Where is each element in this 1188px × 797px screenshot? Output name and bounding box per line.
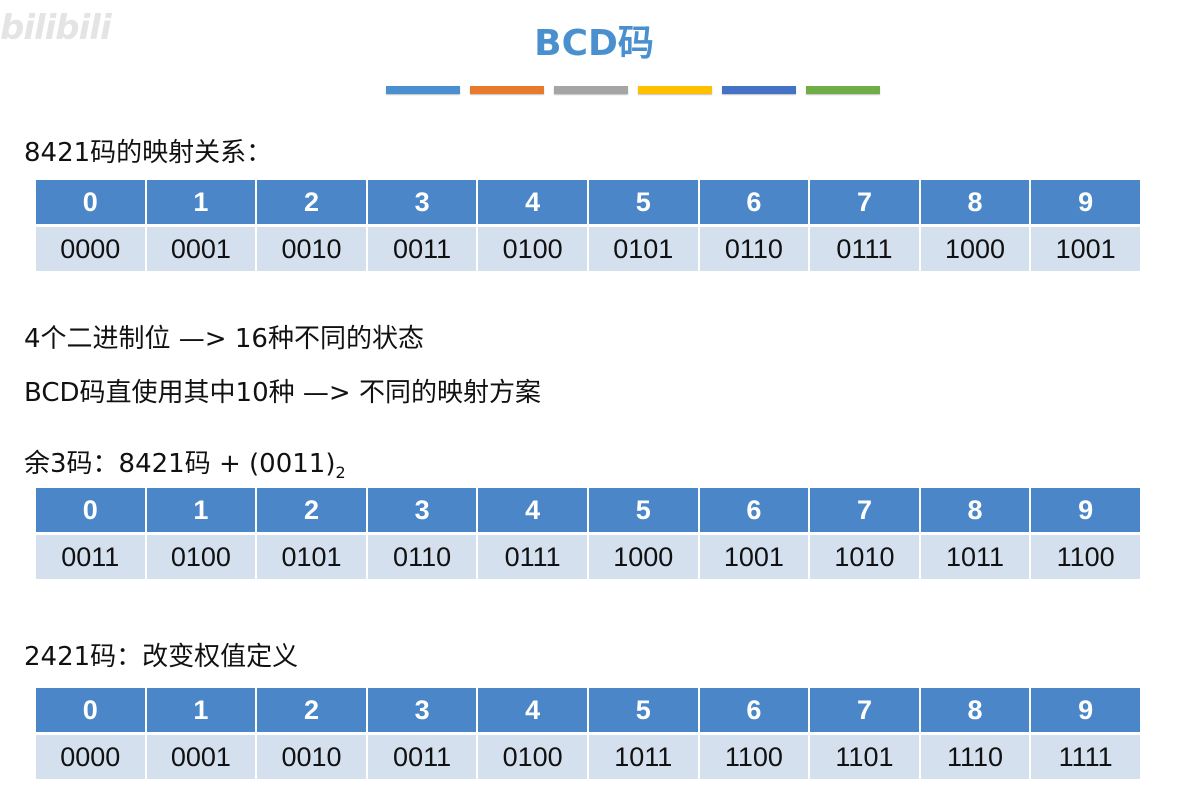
code-cell: 1000	[920, 227, 1030, 271]
digit-cell: 7	[810, 688, 919, 732]
digit-cell: 0	[36, 688, 145, 732]
digit-cell: 0	[36, 180, 145, 224]
code-cell: 0100	[478, 227, 587, 271]
code-cell: 1011	[588, 735, 698, 779]
color-bar-segment	[638, 86, 712, 94]
page-title: BCD码	[534, 23, 654, 64]
code-cell: 0001	[146, 735, 256, 779]
code-cell: 1000	[588, 535, 698, 579]
excess3-label-text: 余3码：8421码 + (0011)	[24, 449, 336, 479]
code-row: 0011 0100 0101 0110 0111 1000 1001 1010 1011 1100	[36, 535, 1140, 579]
code-cell: 0100	[478, 735, 587, 779]
code-cell: 0100	[146, 535, 256, 579]
code-cell: 1100	[1031, 535, 1140, 579]
digit-cell: 8	[920, 180, 1030, 224]
digit-cell: 8	[920, 688, 1030, 732]
digit-cell: 4	[478, 688, 587, 732]
code-cell: 0110	[367, 535, 477, 579]
digit-cell: 2	[257, 688, 366, 732]
color-bar	[386, 86, 880, 94]
code-cell: 0010	[257, 227, 366, 271]
code-cell: 1010	[810, 535, 919, 579]
code-cell: 0000	[36, 735, 145, 779]
digit-cell: 5	[588, 488, 698, 532]
code-cell: 0111	[810, 227, 919, 271]
code-cell: 1100	[699, 735, 809, 779]
excess3-label-subscript: 2	[335, 463, 346, 482]
code-cell: 1011	[920, 535, 1030, 579]
color-bar-segment	[470, 86, 544, 94]
digit-cell: 9	[1031, 688, 1140, 732]
digit-cell: 2	[257, 180, 366, 224]
color-bar-segment	[722, 86, 796, 94]
code-cell: 0011	[367, 735, 477, 779]
digit-cell: 9	[1031, 180, 1140, 224]
digit-cell: 4	[478, 180, 587, 224]
code-cell: 0111	[478, 535, 587, 579]
color-bar-segment	[806, 86, 880, 94]
digit-cell: 9	[1031, 488, 1140, 532]
watermark-logo: bilibili	[0, 8, 112, 48]
digit-cell: 1	[146, 488, 256, 532]
color-bar-segment	[386, 86, 460, 94]
code-cell: 1111	[1031, 735, 1140, 779]
code-cell: 0000	[36, 227, 145, 271]
code-row: 0000 0001 0010 0011 0100 0101 0110 0111 1000 1001	[36, 227, 1140, 271]
code-cell: 1110	[920, 735, 1030, 779]
note-mapping: BCD码直使用其中10种 —> 不同的映射方案	[24, 378, 541, 408]
code-cell: 0011	[367, 227, 477, 271]
digit-cell: 7	[810, 488, 919, 532]
digit-cell: 7	[810, 180, 919, 224]
section-label-2421: 2421码：改变权值定义	[24, 642, 299, 672]
color-bar-segment	[554, 86, 628, 94]
section-label-8421: 8421码的映射关系：	[24, 138, 273, 168]
code-cell: 0011	[36, 535, 145, 579]
section-label-excess3: 余3码：8421码 + (0011)2	[24, 443, 346, 482]
digit-cell: 4	[478, 488, 587, 532]
code-cell: 0110	[699, 227, 809, 271]
code-cell: 0101	[257, 535, 366, 579]
digit-cell: 6	[699, 180, 809, 224]
digit-cell: 1	[146, 688, 256, 732]
digit-cell: 5	[588, 688, 698, 732]
code-cell: 1001	[1031, 227, 1140, 271]
code-cell: 1001	[699, 535, 809, 579]
digit-cell: 1	[146, 180, 256, 224]
code-cell: 0001	[146, 227, 256, 271]
digit-cell: 8	[920, 488, 1030, 532]
code-cell: 1101	[810, 735, 919, 779]
note-states: 4个二进制位 —> 16种不同的状态	[24, 324, 424, 354]
code-cell: 0101	[588, 227, 698, 271]
code-cell: 0010	[257, 735, 366, 779]
code-row: 0000 0001 0010 0011 0100 1011 1100 1101 1110 1111	[36, 735, 1140, 779]
digit-cell: 3	[367, 488, 477, 532]
digit-cell: 2	[257, 488, 366, 532]
digit-cell: 0	[36, 488, 145, 532]
digit-cell: 6	[699, 688, 809, 732]
digit-cell: 3	[367, 688, 477, 732]
digit-cell: 3	[367, 180, 477, 224]
digit-cell: 5	[588, 180, 698, 224]
digit-cell: 6	[699, 488, 809, 532]
